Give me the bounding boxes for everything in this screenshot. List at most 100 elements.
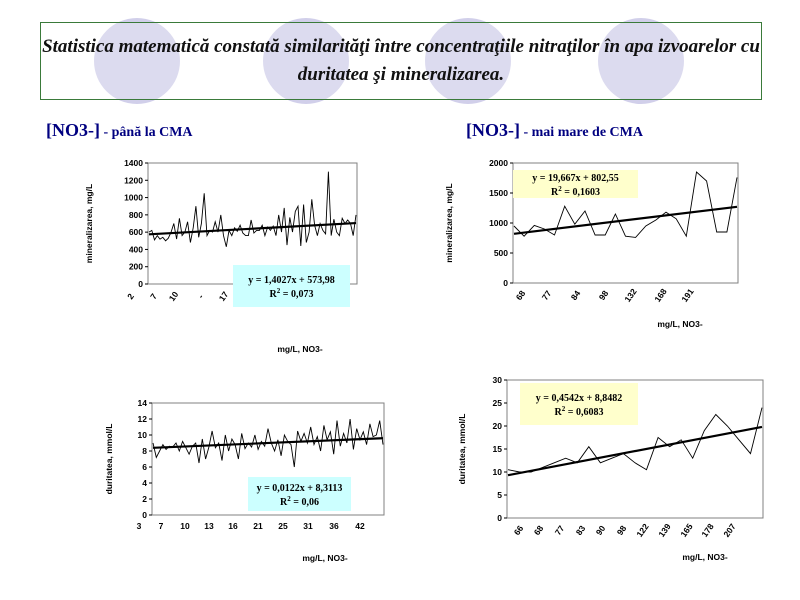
series-line [148, 171, 357, 247]
x-tick-label: 77 [540, 288, 554, 302]
decor-circle-1 [94, 18, 180, 104]
chart-c2: 0 500 1000 1500 2000 68 77 84 98 132 168 191 y = 19,… [444, 158, 739, 329]
x-tick-label: 10 [167, 289, 181, 303]
y-axis-label: mineralizarea, mg/L [444, 183, 454, 262]
y-tick-label: 20 [493, 421, 503, 431]
x-axis-label: mg/L, NO3- [277, 344, 323, 354]
y-tick-label: 12 [138, 414, 148, 424]
series-line [513, 171, 738, 238]
x-tick-label: 16 [228, 521, 238, 531]
chart-c1: 02004006008001000120014002710-1723273340… [84, 158, 358, 354]
series-line [152, 418, 384, 468]
x-tick-label: 139 [656, 521, 672, 539]
x-tick-label: 7 [159, 521, 164, 531]
y-tick-label: 1500 [489, 188, 508, 198]
x-tick-label: 66 [512, 523, 526, 537]
decor-circle-4 [598, 18, 684, 104]
y-tick-label: 4 [142, 478, 147, 488]
y-axis-label: mineralizarea, mg/L [84, 184, 94, 263]
equation-text: y = 19,667x + 802,55 [532, 173, 618, 184]
x-tick-label: 68 [514, 288, 528, 302]
title-box: Statistica matematică constată similarit… [40, 22, 762, 100]
heading-left-text: - până la CMA [99, 125, 193, 140]
trend-line [148, 221, 357, 236]
x-tick-label: 165 [678, 521, 694, 539]
decor-circle-2 [263, 18, 349, 104]
y-tick-label: 0 [142, 510, 147, 520]
x-tick-label: 36 [329, 521, 339, 531]
y-tick-label: 15 [493, 444, 503, 454]
equation-text: y = 1,4027x + 573,98 [248, 275, 334, 286]
y-tick-label: 8 [142, 446, 147, 456]
trend-line [507, 425, 763, 477]
chart-c4: 0 5 10 15 20 25 30 66 68 77 83 90 98 122 139 165 178 207 y… [457, 375, 764, 562]
equation-text: y = 0,4542x + 8,8482 [536, 393, 622, 404]
x-tick-label: 178 [699, 521, 715, 539]
x-axis-label: mg/L, NO3- [657, 319, 703, 329]
y-tick-label: 14 [138, 398, 148, 408]
y-tick-label: 6 [142, 462, 147, 472]
series-line [507, 407, 763, 473]
x-tick-label: 13 [204, 521, 214, 531]
x-tick-label: 31 [303, 521, 313, 531]
y-tick-label: 800 [129, 210, 143, 220]
trend-line [513, 205, 738, 235]
chart-c3: 0 2 4 6 8 10 12 14 3 7 10 13 16 21 25 31 36 42 y = 0,0122x… [104, 398, 385, 563]
y-tick-label: 2 [142, 494, 147, 504]
x-tick-label: 3 [137, 521, 142, 531]
r-squared-text: R2 = 0,06 [280, 495, 319, 508]
x-tick-label: 2 [125, 291, 136, 301]
equation-box [520, 383, 638, 425]
heading-left-bracket: [NO3-] [46, 120, 100, 140]
y-tick-label: 400 [129, 244, 143, 254]
y-tick-label: 200 [129, 262, 143, 272]
decor-circle-3 [425, 18, 511, 104]
heading-right: [NO3-] - mai mare de CMA [466, 120, 643, 141]
x-tick-label: 77 [553, 523, 567, 537]
slide-title: Statistica matematică constată similarit… [42, 36, 760, 85]
r-squared-text: R2 = 0,073 [270, 287, 314, 300]
trend-line [152, 437, 384, 449]
x-tick-label: 83 [574, 523, 588, 537]
equation-box [513, 170, 638, 198]
y-tick-label: 10 [138, 430, 148, 440]
y-tick-label: 10 [493, 467, 503, 477]
x-tick-label: 68 [532, 523, 546, 537]
y-tick-label: 600 [129, 227, 143, 237]
y-tick-label: 0 [138, 279, 143, 289]
y-tick-label: 30 [493, 375, 503, 385]
x-tick-label: 90 [594, 523, 608, 537]
r-squared-text: R2 = 0,1603 [551, 185, 600, 198]
x-tick-label: 168 [652, 286, 668, 304]
x-tick-label: 42 [355, 521, 365, 531]
x-tick-label: 132 [622, 286, 638, 304]
x-tick-label: 7 [148, 291, 159, 301]
y-tick-label: 500 [494, 248, 508, 258]
equation-text: y = 0,0122x + 8,3113 [257, 483, 343, 494]
equation-box [233, 265, 350, 307]
x-tick-label: 25 [278, 521, 288, 531]
x-tick-label: 98 [615, 523, 629, 537]
equation-box [248, 477, 351, 511]
x-axis-label: mg/L, NO3- [302, 553, 348, 563]
y-axis-label: duritatea, mmol/L [457, 414, 467, 485]
heading-right-text: - mai mare de CMA [519, 125, 643, 140]
y-tick-label: 1000 [489, 218, 508, 228]
y-axis-label: duritatea, mmol/L [104, 424, 114, 495]
x-tick-label: 122 [634, 521, 650, 539]
y-tick-label: 2000 [489, 158, 508, 168]
y-tick-label: 0 [503, 278, 508, 288]
x-tick-label: 10 [180, 521, 190, 531]
y-tick-label: 5 [497, 490, 502, 500]
heading-left: [NO3-] - până la CMA [46, 120, 193, 141]
x-tick-label: 98 [597, 288, 611, 302]
y-tick-label: 0 [497, 513, 502, 523]
x-tick-label: 191 [679, 286, 695, 304]
x-axis-label: mg/L, NO3- [682, 552, 728, 562]
x-tick-label: 84 [569, 288, 583, 302]
x-tick-label: 21 [253, 521, 263, 531]
x-tick-label: 207 [721, 521, 737, 539]
heading-right-bracket: [NO3-] [466, 120, 520, 140]
x-tick-label: 17 [217, 289, 231, 303]
y-tick-label: 1200 [124, 175, 143, 185]
